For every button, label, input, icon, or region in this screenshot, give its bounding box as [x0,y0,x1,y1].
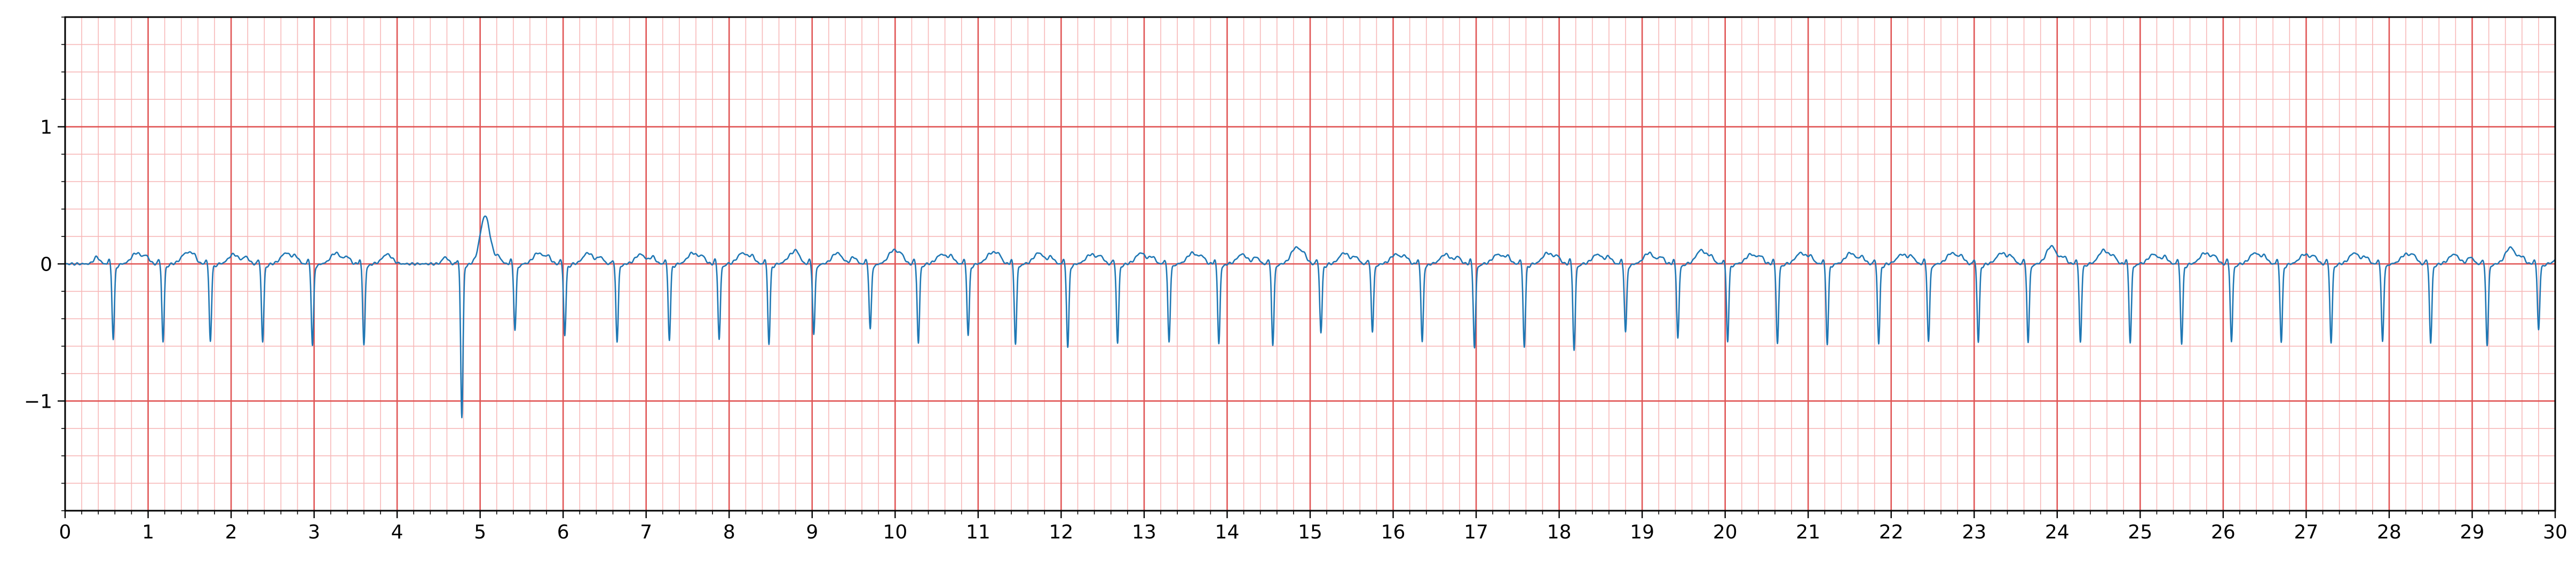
x-tick-label: 23 [1962,521,1986,543]
x-tick-label: 25 [2128,521,2152,543]
x-tick-label: 12 [1049,521,1073,543]
x-tick-label: 5 [474,521,486,543]
x-tick-label: 26 [2211,521,2236,543]
x-tick-label: 28 [2377,521,2401,543]
x-tick-label: 0 [59,521,72,543]
x-tick-label: 15 [1298,521,1322,543]
y-axis-ticks: −1 0 1 [24,17,65,511]
x-tick-label: 27 [2294,521,2318,543]
x-tick-label: 1 [142,521,154,543]
x-tick-label: 9 [806,521,818,543]
x-tick-label: 21 [1796,521,1820,543]
x-tick-label: 7 [640,521,652,543]
x-tick-label: 8 [723,521,735,543]
ecg-trace [65,215,2556,418]
y-tick-label: −1 [24,391,52,413]
x-tick-label: 2 [225,521,237,543]
x-tick-label: 13 [1132,521,1156,543]
x-tick-label: 20 [1713,521,1738,543]
x-tick-label: 17 [1464,521,1488,543]
x-tick-label: 22 [1879,521,1904,543]
x-tick-label: 18 [1547,521,1572,543]
x-tick-label: 30 [2543,521,2567,543]
x-tick-label: 4 [391,521,403,543]
x-tick-label: 6 [557,521,569,543]
y-tick-label: 0 [40,254,52,276]
x-tick-label: 29 [2460,521,2485,543]
x-tick-label: 24 [2045,521,2070,543]
x-axis-ticks: 0 1 2 3 4 5 6 7 8 9 10 11 12 13 14 15 16 17 18 19 20 21 22 23 24… [59,511,2567,543]
x-tick-label: 11 [966,521,990,543]
x-tick-label: 10 [883,521,907,543]
x-tick-label: 19 [1630,521,1654,543]
x-tick-label: 16 [1381,521,1406,543]
x-tick-label: 14 [1215,521,1240,543]
y-tick-label: 1 [40,117,52,139]
x-tick-label: 3 [308,521,320,543]
